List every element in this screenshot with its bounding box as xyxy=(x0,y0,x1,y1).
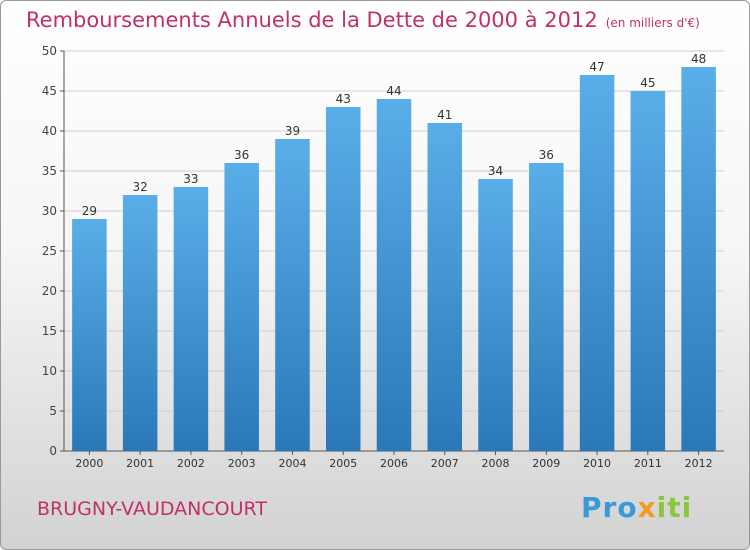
commune-name: BRUGNY-VAUDANCOURT xyxy=(37,498,267,520)
bar xyxy=(275,139,310,451)
logo-part-2: x xyxy=(637,491,657,524)
x-tick-label: 2012 xyxy=(685,457,713,470)
x-tick-labels: 2000 2001 2002 2003 2004 2005 2006 2007 2008 2009… xyxy=(75,457,712,470)
bars xyxy=(72,67,716,451)
data-label: 39 xyxy=(285,124,300,138)
data-labels: 29 32 33 36 39 43 44 41 34 36 47 45 48 xyxy=(82,52,707,218)
x-tick-label: 2003 xyxy=(228,457,256,470)
y-tick-label: 45 xyxy=(42,84,57,98)
y-tick-label: 0 xyxy=(49,444,57,458)
y-tick-label: 25 xyxy=(42,244,57,258)
data-label: 33 xyxy=(183,172,198,186)
x-tick-label: 2010 xyxy=(583,457,611,470)
chart-title: Remboursements Annuels de la Dette de 20… xyxy=(26,8,700,32)
chart-subtitle: (en milliers d'€) xyxy=(605,16,700,30)
bar xyxy=(681,67,716,451)
proxiti-logo: Proxiti xyxy=(581,491,692,524)
bar xyxy=(72,219,107,451)
y-tick-label: 20 xyxy=(42,284,57,298)
data-label: 45 xyxy=(640,76,655,90)
data-label: 48 xyxy=(691,52,706,66)
bar xyxy=(529,163,564,451)
x-tick-label: 2008 xyxy=(482,457,510,470)
data-label: 43 xyxy=(336,92,351,106)
bar xyxy=(579,75,615,451)
logo-part-1: Pro xyxy=(581,491,638,524)
y-tick-label: 10 xyxy=(42,364,57,378)
data-label: 47 xyxy=(589,60,604,74)
y-tick-labels: 0 5 10 15 20 25 30 35 40 45 50 xyxy=(42,44,57,458)
x-tick-label: 2001 xyxy=(126,457,154,470)
y-tick-label: 40 xyxy=(42,124,57,138)
bar xyxy=(630,91,666,451)
data-label: 34 xyxy=(488,164,503,178)
bar xyxy=(376,99,412,451)
y-tick-label: 50 xyxy=(42,44,57,58)
x-tick-label: 2004 xyxy=(278,457,306,470)
data-label: 41 xyxy=(437,108,452,122)
bar xyxy=(224,163,259,451)
data-label: 29 xyxy=(82,204,97,218)
data-label: 32 xyxy=(133,180,148,194)
x-tick-label: 2002 xyxy=(177,457,205,470)
y-tick-label: 5 xyxy=(49,404,57,418)
x-tick-label: 2006 xyxy=(380,457,408,470)
chart-title-text: Remboursements Annuels de la Dette de 20… xyxy=(26,8,598,32)
y-tick-label: 15 xyxy=(42,324,57,338)
bar xyxy=(478,179,513,451)
x-tick-label: 2009 xyxy=(532,457,560,470)
y-tick-label: 30 xyxy=(42,204,57,218)
x-tick-label: 2011 xyxy=(634,457,662,470)
logo-part-3: iti xyxy=(656,491,693,524)
bar xyxy=(173,187,209,451)
y-tick-label: 35 xyxy=(42,164,57,178)
bar xyxy=(122,195,158,451)
bar xyxy=(325,107,361,451)
data-label: 36 xyxy=(234,148,249,162)
data-label: 44 xyxy=(386,84,401,98)
bar xyxy=(427,123,463,451)
x-tick-label: 2007 xyxy=(431,457,459,470)
data-label: 36 xyxy=(539,148,554,162)
x-tick-label: 2000 xyxy=(75,457,103,470)
x-tick-label: 2005 xyxy=(329,457,357,470)
